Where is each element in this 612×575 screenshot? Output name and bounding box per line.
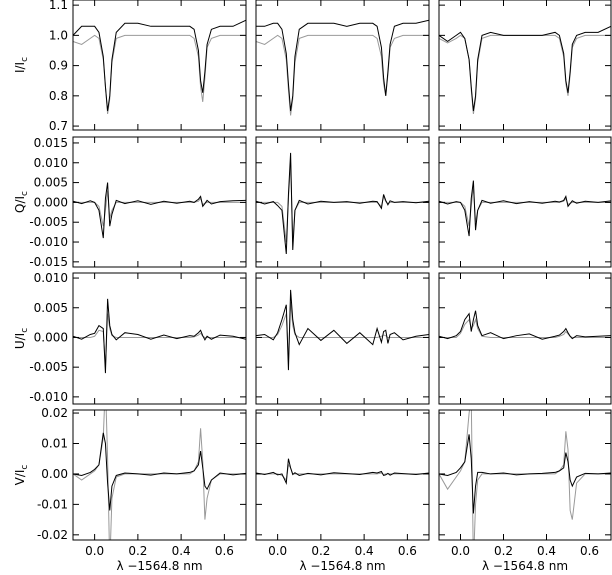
- x-tick-label: 0.0: [268, 544, 287, 558]
- profile-line: [73, 298, 246, 374]
- y-axis-label-sub: c: [20, 57, 30, 62]
- y-tick-label: 1.0: [49, 28, 68, 42]
- profile-line: [256, 458, 429, 485]
- panel: [256, 289, 429, 371]
- y-tick-label: 0.9: [49, 59, 68, 73]
- profile-line: [439, 180, 611, 237]
- y-tick-label: -0.02: [37, 528, 68, 542]
- profile-line: [256, 34, 429, 116]
- panel-frame: [438, 409, 612, 541]
- y-tick-label: 0.000: [34, 330, 68, 344]
- y-tick-label: 0.015: [34, 136, 68, 150]
- x-tick-label: 0.6: [398, 544, 417, 558]
- y-tick-label: -0.015: [29, 255, 68, 269]
- panel-frame: [255, 409, 430, 541]
- x-tick-label: 0.2: [311, 544, 330, 558]
- panel: [439, 310, 611, 340]
- y-tick-label: 0.00: [41, 467, 68, 481]
- y-tick-label: -0.010: [29, 390, 68, 404]
- y-axis-label: U/Ic: [13, 328, 30, 349]
- y-tick-label: 0.010: [34, 271, 68, 285]
- x-tick-label: 0.0: [451, 544, 470, 558]
- y-tick-label: 0.02: [41, 406, 68, 420]
- panel-frame: [255, 0, 430, 131]
- profile-line: [73, 34, 246, 115]
- panel-frame: [255, 272, 430, 405]
- panel: [73, 410, 246, 540]
- y-tick-label: 0.7: [49, 119, 68, 133]
- y-tick-label: 0.010: [34, 156, 68, 170]
- panel: [256, 458, 429, 485]
- panel-frame: [72, 409, 247, 541]
- profile-line: [256, 301, 429, 362]
- y-axis-label-sub: c: [20, 191, 30, 196]
- y-axis-label: I/Ic: [13, 57, 30, 73]
- x-axis-label: λ −1564.8 nm: [116, 559, 202, 573]
- panel: [439, 180, 611, 237]
- panel-frame: [72, 0, 247, 131]
- y-axis-label-main: Q/I: [13, 196, 27, 213]
- profile-line: [439, 34, 611, 115]
- x-axis-label: λ −1564.8 nm: [482, 559, 568, 573]
- panel: [439, 410, 611, 540]
- y-axis-label-main: V/I: [13, 470, 27, 486]
- panel: [439, 25, 611, 115]
- profile-line: [256, 162, 429, 243]
- profile-line: [256, 289, 429, 371]
- y-axis-label-main: I/I: [13, 62, 27, 73]
- y-tick-label: 0.005: [34, 301, 68, 315]
- x-axis-label: λ −1564.8 nm: [299, 559, 385, 573]
- panel: [73, 298, 246, 374]
- panel: [73, 182, 246, 239]
- x-tick-label: 0.6: [580, 544, 599, 558]
- y-tick-label: -0.005: [29, 360, 68, 374]
- panel-frame: [438, 0, 612, 131]
- panel-frame: [72, 272, 247, 405]
- x-tick-label: 0.2: [494, 544, 513, 558]
- profile-line: [439, 410, 611, 540]
- profile-line: [256, 463, 429, 482]
- profile-line: [73, 19, 246, 112]
- panel-frame: [438, 272, 612, 405]
- y-axis-label: V/Ic: [13, 465, 30, 486]
- panel: [256, 152, 429, 254]
- x-tick-label: 0.2: [128, 544, 147, 558]
- profile-line: [256, 19, 429, 112]
- profile-line: [73, 313, 246, 368]
- y-axis-label: Q/Ic: [13, 191, 30, 213]
- y-tick-label: 0.01: [41, 436, 68, 450]
- y-tick-label: 1.1: [49, 0, 68, 12]
- x-tick-label: 0.4: [355, 544, 374, 558]
- profile-line: [439, 317, 611, 338]
- y-tick-label: 0.005: [34, 176, 68, 190]
- x-tick-label: 0.6: [215, 544, 234, 558]
- profile-line: [256, 152, 429, 254]
- profile-line: [439, 25, 611, 112]
- y-axis-label-main: U/I: [13, 333, 27, 349]
- profile-line: [439, 310, 611, 340]
- profile-line: [73, 190, 246, 227]
- x-tick-label: 0.4: [172, 544, 191, 558]
- profile-line: [73, 182, 246, 239]
- profile-line: [73, 432, 246, 511]
- y-tick-label: 0.8: [49, 89, 68, 103]
- profile-line: [439, 434, 611, 514]
- y-axis-label-sub: c: [20, 328, 30, 333]
- profile-line: [439, 186, 611, 227]
- y-tick-label: -0.010: [29, 235, 68, 249]
- y-axis-label-sub: c: [20, 465, 30, 470]
- y-tick-label: -0.01: [37, 497, 68, 511]
- y-tick-label: 0.000: [34, 195, 68, 209]
- panel: [73, 19, 246, 115]
- panel: [256, 19, 429, 116]
- y-tick-label: -0.005: [29, 215, 68, 229]
- x-tick-label: 0.4: [537, 544, 556, 558]
- x-tick-label: 0.0: [85, 544, 104, 558]
